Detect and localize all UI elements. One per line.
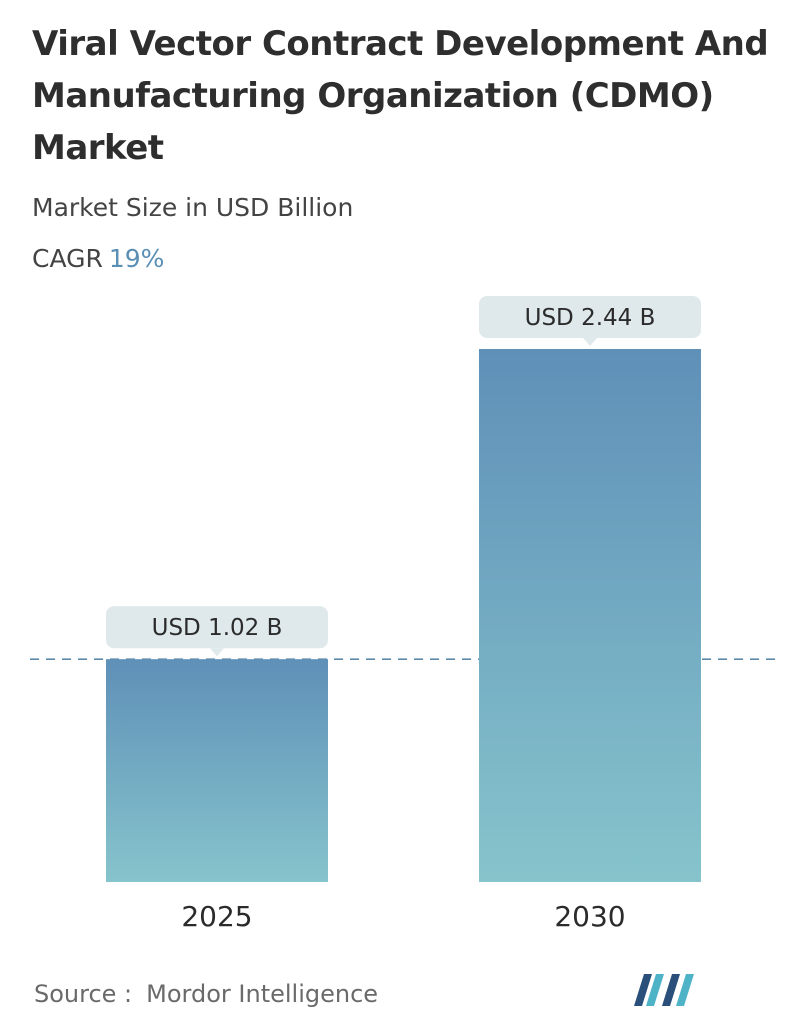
data-label-pointer bbox=[583, 338, 597, 346]
cagr-label: CAGR bbox=[32, 244, 103, 273]
mordor-intelligence-logo-icon bbox=[634, 974, 694, 1006]
x-tick-2030: 2030 bbox=[554, 900, 625, 933]
source-label: Source : bbox=[34, 980, 133, 1008]
cagr-value: 19% bbox=[108, 244, 165, 273]
chart-title: Viral Vector Contract Development And Ma… bbox=[32, 24, 769, 168]
source-value: Mordor Intelligence bbox=[146, 980, 379, 1008]
bar-2030 bbox=[479, 349, 701, 882]
data-label-2030: USD 2.44 B bbox=[479, 296, 701, 346]
data-label-bg bbox=[106, 606, 328, 649]
data-label-text: USD 1.02 B bbox=[152, 615, 283, 641]
data-label-text: USD 2.44 B bbox=[525, 305, 656, 331]
bar-2025 bbox=[106, 659, 328, 882]
chart-subtitle: Market Size in USD Billion bbox=[32, 193, 354, 222]
data-label-pointer bbox=[210, 648, 224, 657]
cagr-row: CAGR 19% bbox=[32, 244, 164, 273]
x-tick-2025: 2025 bbox=[181, 900, 252, 933]
data-label-2025: USD 1.02 B bbox=[106, 606, 328, 657]
source-line: Source : Mordor Intelligence bbox=[34, 980, 378, 1008]
data-label-bg bbox=[479, 296, 701, 338]
